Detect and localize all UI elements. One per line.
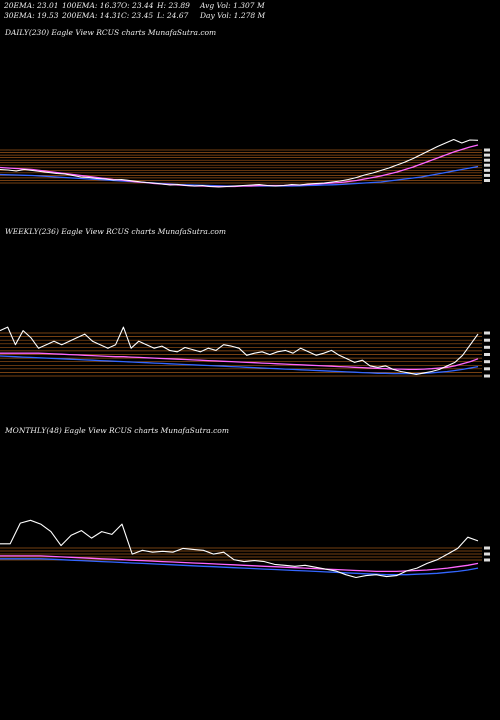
daily-level-marker <box>484 173 490 177</box>
weekly-level-marker <box>484 367 490 371</box>
weekly-level-marker <box>484 331 490 335</box>
daily-panel-label: DAILY(230) Eagle View RCUS charts Munafa… <box>5 28 217 37</box>
weekly-panel-label: WEEKLY(236) Eagle View RCUS charts Munaf… <box>5 227 227 236</box>
daily-level-marker <box>484 179 490 182</box>
stat-200ema: 200EMA: 14.31 <box>62 11 122 20</box>
monthly-chart <box>0 519 490 579</box>
monthly-price-line <box>0 519 479 579</box>
stat-100ema: 100EMA: 16.37 <box>62 1 122 10</box>
daily-price-line <box>0 138 479 188</box>
monthly-ema-line-1 <box>0 555 479 573</box>
stat-close: C: 23.45 <box>121 11 154 20</box>
daily-level-marker <box>484 163 490 167</box>
monthly-panel-label: MONTHLY(48) Eagle View RCUS charts Munaf… <box>5 426 229 435</box>
daily-level-marker <box>484 153 490 157</box>
daily-level-marker <box>484 148 490 152</box>
stat-avg-vol: Avg Vol: 1.307 M <box>200 1 265 10</box>
weekly-ema-line-2 <box>0 355 479 375</box>
daily-chart <box>0 138 490 188</box>
stat-20ema: 20EMA: 23.01 <box>4 1 59 10</box>
stat-30ema: 30EMA: 19.53 <box>4 11 59 20</box>
daily-level-marker <box>484 168 490 172</box>
monthly-level-marker <box>484 552 490 556</box>
monthly-level-marker <box>484 558 490 562</box>
indicator-stats: 20EMA: 23.01 100EMA: 16.37 O: 23.44 H: 2… <box>4 1 496 21</box>
stat-open: O: 23.44 <box>121 1 154 10</box>
stat-low: L: 24.67 <box>157 11 189 20</box>
weekly-price-line <box>0 326 479 375</box>
weekly-level-marker <box>484 338 490 342</box>
weekly-level-marker <box>484 374 490 378</box>
weekly-level-marker <box>484 345 490 349</box>
stat-day-vol: Day Vol: 1.278 M <box>200 11 266 20</box>
weekly-level-marker <box>484 360 490 364</box>
weekly-level-marker <box>484 353 490 356</box>
weekly-ema-line-1 <box>0 352 479 371</box>
daily-level-marker <box>484 158 490 162</box>
monthly-level-marker <box>484 546 490 550</box>
weekly-chart <box>0 326 490 378</box>
stat-high: H: 23.89 <box>157 1 190 10</box>
